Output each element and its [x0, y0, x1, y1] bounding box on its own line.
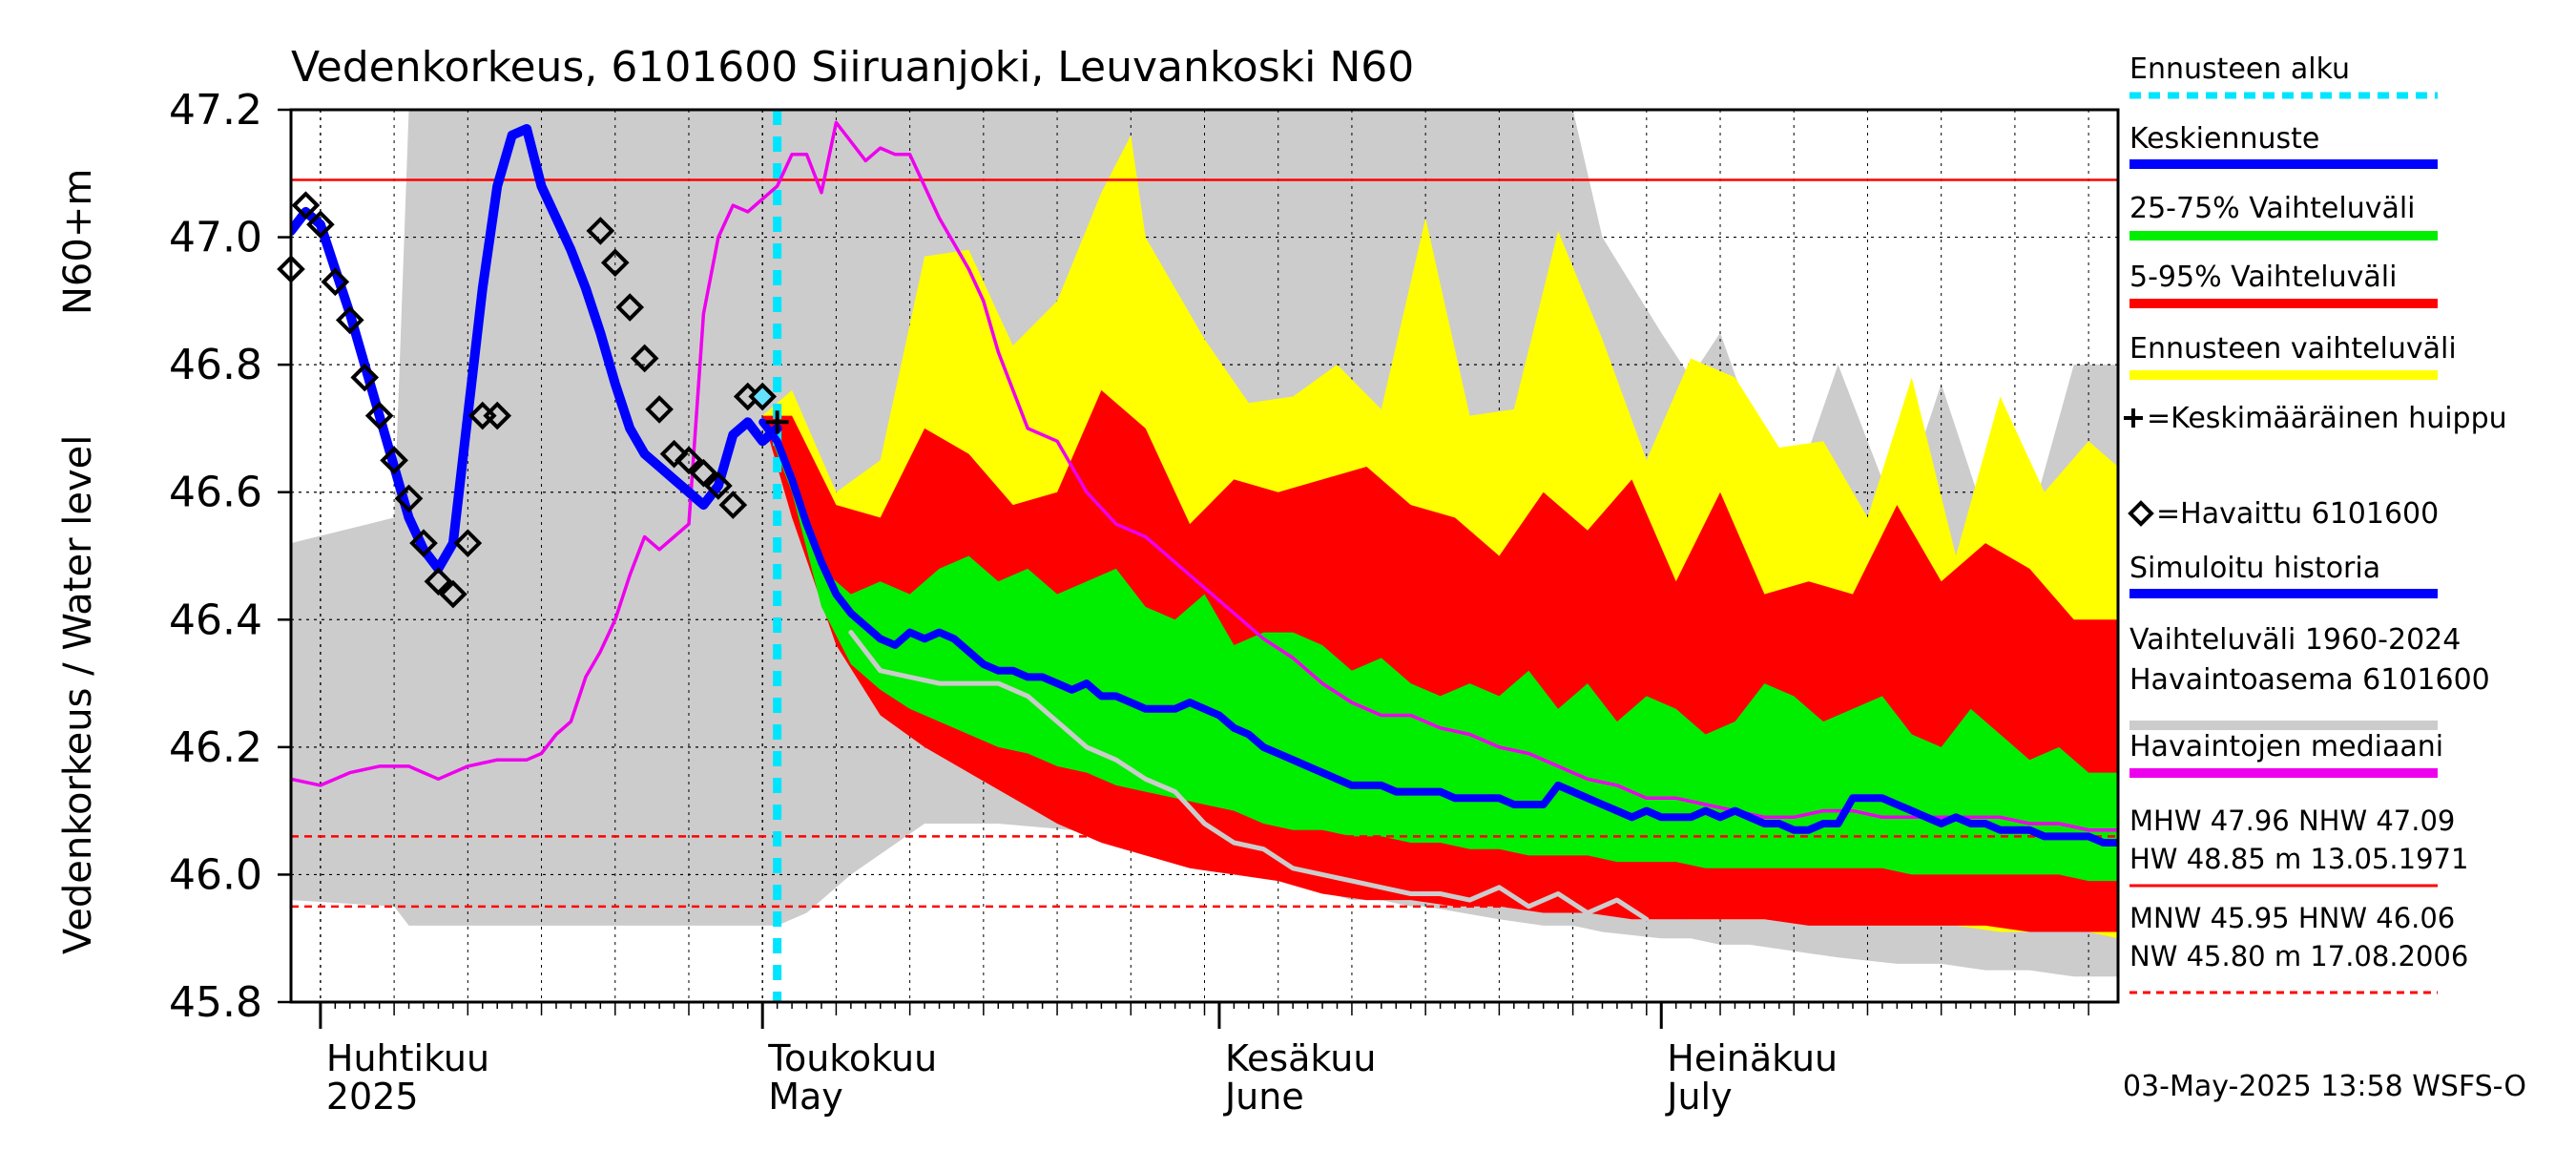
- observed-marker: [321, 267, 350, 297]
- observed-marker: [586, 217, 615, 245]
- observed-marker: [704, 471, 733, 500]
- y-tick-label: 45.8: [169, 978, 262, 1027]
- legend-label: 25-75% Vaihteluväli: [2129, 192, 2416, 225]
- y-tick-label: 46.0: [169, 850, 262, 899]
- legend-label: Havaintojen mediaani: [2129, 730, 2443, 763]
- legend-diamond-icon: [2128, 500, 2154, 527]
- mean-peak-marker: [765, 410, 789, 434]
- observed-marker: [630, 344, 659, 373]
- y-axis-label: Vedenkorkeus / Water level: [56, 435, 100, 954]
- legend-label: Keskiennuste: [2129, 122, 2319, 156]
- observed-marker: [748, 382, 778, 411]
- y-tick-label: 46.4: [169, 596, 262, 644]
- p25-75-band: [762, 415, 2118, 882]
- observed-marker: [689, 458, 718, 488]
- observed-marker: [350, 363, 380, 392]
- legend-label: =Keskimääräinen huippu: [2147, 402, 2507, 435]
- legend-label: Ennusteen alku: [2129, 52, 2350, 86]
- stats-mhw-nhw: MHW 47.96 NHW 47.09: [2129, 805, 2455, 837]
- y-axis-unit-label: N60+m: [56, 169, 100, 315]
- x-month-sublabel: June: [1223, 1076, 1304, 1118]
- observed-marker: [424, 567, 453, 596]
- observed-marker: [483, 401, 512, 430]
- observed-marker: [291, 191, 321, 220]
- observed-marker: [453, 529, 483, 557]
- x-month-label: Heinäkuu: [1667, 1037, 1838, 1079]
- x-month-label: Kesäkuu: [1225, 1037, 1377, 1079]
- y-tick-label: 46.6: [169, 469, 262, 517]
- observed-marker: [306, 210, 335, 240]
- stats-mnw-hnw: MNW 45.95 HNW 46.06: [2129, 902, 2455, 934]
- x-month-label: Toukokuu: [767, 1037, 937, 1079]
- simulated-history-line: [291, 124, 782, 574]
- observed-marker: [335, 305, 364, 335]
- x-month-label: Huhtikuu: [326, 1037, 489, 1079]
- x-month-sublabel: May: [768, 1076, 843, 1118]
- observed-marker: [364, 401, 394, 430]
- mean-forecast-line: [758, 418, 2118, 847]
- observed-marker: [615, 293, 645, 322]
- y-tick-label: 46.2: [169, 723, 262, 772]
- legend-label: Havaintoasema 6101600: [2129, 663, 2490, 697]
- observed-marker: [645, 395, 674, 424]
- x-month-sublabel: July: [1665, 1076, 1732, 1118]
- observed-gray-line: [848, 630, 1650, 922]
- legend-label: =Havaittu 6101600: [2156, 497, 2439, 531]
- legend-label: Ennusteen vaihteluväli: [2129, 332, 2457, 366]
- legend-label: Vaihteluväli 1960-2024: [2129, 623, 2461, 657]
- observed-marker: [380, 446, 408, 475]
- observed-marker: [675, 446, 703, 475]
- observed-marker: [718, 491, 748, 519]
- footer-timestamp: 03-May-2025 13:58 WSFS-O: [2123, 1070, 2526, 1103]
- y-tick-label: 47.2: [169, 86, 262, 135]
- observed-marker: [394, 484, 424, 513]
- y-tick-label: 46.8: [169, 341, 262, 389]
- observed-marker: [409, 529, 438, 557]
- observed-marker: [659, 439, 689, 469]
- x-month-sublabel: 2025: [326, 1076, 419, 1118]
- chart-title: Vedenkorkeus, 6101600 Siiruanjoki, Leuva…: [291, 43, 1414, 92]
- observed-marker: [600, 248, 630, 278]
- stats-hw: HW 48.85 m 13.05.1971: [2129, 843, 2468, 875]
- observed-marker: [439, 579, 467, 609]
- y-tick-label: 47.0: [169, 214, 262, 262]
- legend-plus-icon: [2124, 408, 2143, 428]
- stats-nw: NW 45.80 m 17.08.2006: [2129, 940, 2468, 972]
- legend-label: Simuloitu historia: [2129, 552, 2380, 585]
- legend-label: 5-95% Vaihteluväli: [2129, 261, 2397, 294]
- median-history-line: [291, 120, 2118, 832]
